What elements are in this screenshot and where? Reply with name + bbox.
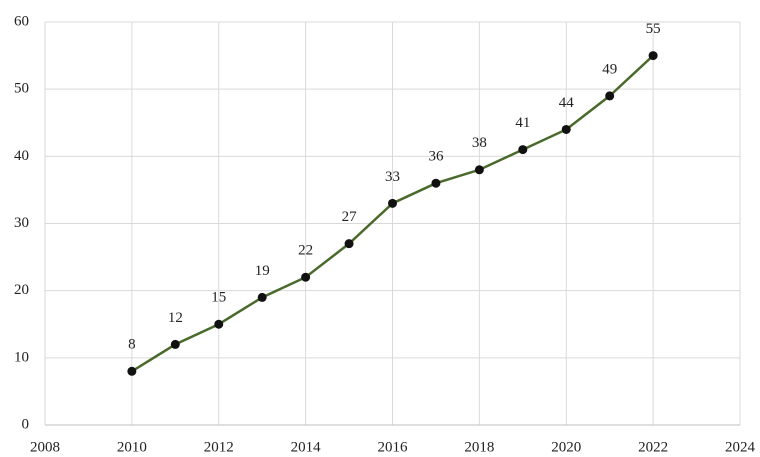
data-label: 19 xyxy=(255,263,270,279)
x-tick-label: 2008 xyxy=(30,439,60,455)
data-label: 8 xyxy=(128,337,136,353)
x-tick-label: 2020 xyxy=(551,439,581,455)
marker xyxy=(257,292,267,302)
x-tick-label: 2018 xyxy=(464,439,494,455)
data-label: 44 xyxy=(559,95,575,111)
marker xyxy=(605,91,615,101)
y-tick-label: 60 xyxy=(14,13,29,29)
x-tick-label: 2016 xyxy=(378,439,409,455)
marker xyxy=(127,366,137,376)
y-tick-label: 40 xyxy=(14,148,29,164)
x-tick-label: 2014 xyxy=(291,439,322,455)
marker xyxy=(561,124,571,134)
marker xyxy=(344,239,354,249)
y-tick-label: 30 xyxy=(14,215,29,231)
data-label: 36 xyxy=(428,149,444,165)
marker xyxy=(431,178,441,188)
x-tick-label: 2010 xyxy=(117,439,147,455)
data-label: 33 xyxy=(385,169,400,185)
x-tick-label: 2022 xyxy=(638,439,668,455)
marker xyxy=(214,319,224,329)
marker xyxy=(301,272,311,282)
x-tick-label: 2012 xyxy=(204,439,234,455)
data-label: 49 xyxy=(602,61,617,77)
data-label: 27 xyxy=(342,209,358,225)
data-label: 22 xyxy=(298,243,313,259)
data-label: 55 xyxy=(646,21,661,37)
marker xyxy=(474,165,484,175)
marker xyxy=(170,339,180,349)
y-tick-label: 10 xyxy=(14,349,29,365)
data-label: 12 xyxy=(168,310,183,326)
marker xyxy=(518,145,528,155)
y-tick-label: 0 xyxy=(22,416,30,432)
y-tick-label: 50 xyxy=(14,81,29,97)
data-label: 41 xyxy=(515,115,530,131)
x-tick-label: 2024 xyxy=(725,439,756,455)
marker xyxy=(388,198,397,208)
marker xyxy=(648,51,658,61)
data-label: 38 xyxy=(472,135,487,151)
y-tick-label: 20 xyxy=(14,282,29,298)
data-label: 15 xyxy=(211,290,226,306)
